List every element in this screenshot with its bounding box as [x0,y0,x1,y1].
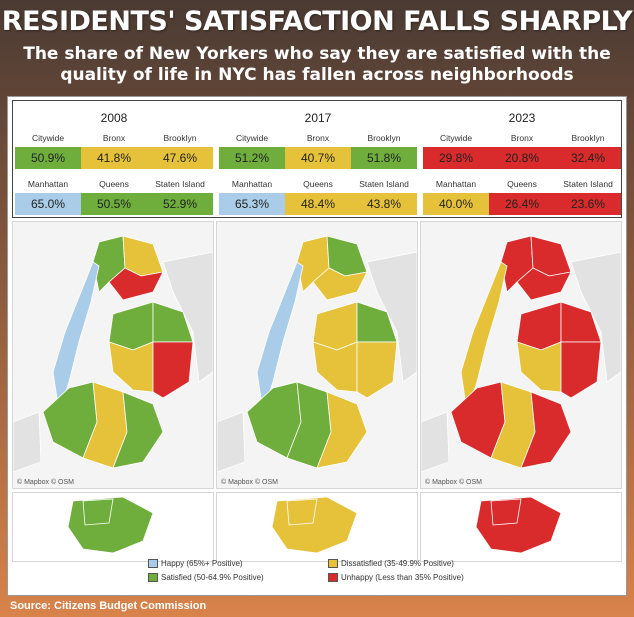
staten-island-district [286,498,318,526]
legend-item: Happy (65%+ Positive) [148,559,243,569]
infographic-card: 2008 Citywide 50.9% Bronx 41.8% Brooklyn 47.6… [7,96,627,596]
year-label: 2017 [304,111,332,125]
cell-label: Queens [507,179,537,189]
cell-value: 29.8% [423,147,489,169]
legend-label: Happy (65%+ Positive) [161,559,243,568]
cell-label: Manhattan [231,179,273,189]
queens-district [356,341,398,399]
map-2023: © Mapbox © OSM [420,221,622,489]
cell-value: 40.7% [285,147,351,169]
cell-value: 52.9% [147,193,213,215]
nyc-map-2008 [12,222,214,488]
cell-value: 48.4% [285,193,351,215]
legend-swatch [328,559,338,569]
cell-label: Staten Island [563,179,613,189]
legend-item: Dissatisfied (35-49.9% Positive) [328,559,454,569]
cell-label: Bronx [306,133,330,143]
bronx-district [108,267,164,301]
cell-label: Brooklyn [571,133,605,143]
cell-label: Staten Island [155,179,205,189]
cell-label: Brooklyn [367,133,401,143]
source-credit: Source: Citizens Budget Commission [10,600,207,612]
land-area [216,411,246,473]
legend-item: Satisfied (50-64.9% Positive) [148,573,264,583]
cell-label: Staten Island [359,179,409,189]
cell-value: 40.0% [423,193,489,215]
map-legend: Happy (65%+ Positive) Dissatisfied (35-4… [148,559,488,593]
legend-item: Unhappy (Less than 35% Positive) [328,573,464,583]
cell-label: Manhattan [435,179,477,189]
map-2017: © Mapbox © OSM [216,221,418,489]
staten-island-map [271,496,358,554]
cell-value: 65.0% [15,193,81,215]
cell-label: Bronx [510,133,534,143]
legend-swatch [148,573,158,583]
land-area [12,411,42,473]
cell-label: Citywide [235,133,269,143]
brooklyn-district [112,391,164,469]
cell-value: 51.2% [219,147,285,169]
cell-label: Citywide [31,133,65,143]
cell-value: 50.5% [81,193,147,215]
legend-swatch [148,559,158,569]
nyc-map-2023 [420,222,622,488]
cell-label: Queens [99,179,129,189]
year-block-2008: 2008 Citywide 50.9% Bronx 41.8% Brooklyn 47.6… [15,101,213,219]
nyc-map-2017 [216,222,418,488]
cell-value: 65.3% [219,193,285,215]
cell-value: 20.8% [489,147,555,169]
cell-value: 41.8% [81,147,147,169]
cell-label: Brooklyn [163,133,197,143]
maps-row: © Mapbox © OSM © Mapbox © OSM © Mapbox ©… [12,221,622,562]
page-subtitle: The share of New Yorkers who say they ar… [23,44,611,85]
land-area [420,411,450,473]
cell-label: Bronx [102,133,126,143]
cell-value: 51.8% [351,147,417,169]
brooklyn-district [316,391,368,469]
staten-island-district [82,498,114,526]
staten-island-district [490,498,522,526]
staten-island-map [475,496,562,554]
brooklyn-district [520,391,572,469]
cell-value: 26.4% [489,193,555,215]
staten-island-2017 [216,492,418,562]
cell-value: 23.6% [555,193,621,215]
staten-island-2008 [12,492,214,562]
cell-label: Queens [303,179,333,189]
cell-value: 43.8% [351,193,417,215]
year-block-2023: 2023 Citywide 29.8% Bronx 20.8% Brooklyn 32.4… [423,101,621,219]
map-attribution: © Mapbox © OSM [425,479,482,486]
cell-value: 50.9% [15,147,81,169]
map-attribution: © Mapbox © OSM [17,479,74,486]
legend-label: Dissatisfied (35-49.9% Positive) [341,559,454,568]
map-2008: © Mapbox © OSM [12,221,214,489]
staten-island-map [67,496,154,554]
cell-value: 47.6% [147,147,213,169]
legend-label: Unhappy (Less than 35% Positive) [341,573,464,582]
staten-island-2023 [420,492,622,562]
bronx-district [516,267,572,301]
year-label: 2008 [100,111,128,125]
cell-value: 32.4% [555,147,621,169]
queens-district [152,341,194,399]
legend-label: Satisfied (50-64.9% Positive) [161,573,264,582]
cell-label: Manhattan [27,179,69,189]
map-attribution: © Mapbox © OSM [221,479,278,486]
year-label: 2023 [508,111,536,125]
satisfaction-table: 2008 Citywide 50.9% Bronx 41.8% Brooklyn 47.6… [12,100,622,218]
queens-district [560,341,602,399]
page-title: RESIDENTS' SATISFACTION FALLS SHARPLY [1,6,633,37]
bronx-district [312,267,368,301]
legend-swatch [328,573,338,583]
cell-label: Citywide [439,133,473,143]
year-block-2017: 2017 Citywide 51.2% Bronx 40.7% Brooklyn 51.8… [219,101,417,219]
